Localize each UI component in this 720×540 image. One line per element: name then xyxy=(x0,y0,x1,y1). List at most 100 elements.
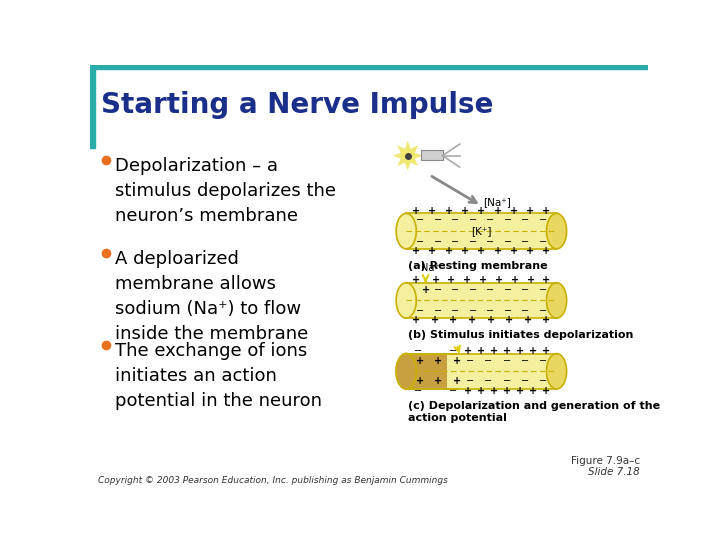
Text: (a) Resting membrane: (a) Resting membrane xyxy=(408,261,547,271)
Text: +: + xyxy=(495,275,503,286)
Bar xyxy=(406,283,557,318)
Text: −: − xyxy=(416,237,424,247)
Text: +: + xyxy=(477,246,485,256)
Text: +: + xyxy=(431,275,440,286)
Text: [K⁺]: [K⁺] xyxy=(471,226,492,236)
Text: +: + xyxy=(452,356,461,366)
Text: +: + xyxy=(510,246,518,256)
Text: −: − xyxy=(449,386,456,396)
Text: +: + xyxy=(416,356,424,366)
Text: +: + xyxy=(445,246,453,256)
Text: −: − xyxy=(503,376,510,386)
Text: +: + xyxy=(445,206,453,216)
Text: −: − xyxy=(521,285,529,295)
Text: Figure 7.9a–c: Figure 7.9a–c xyxy=(571,456,640,466)
Text: +: + xyxy=(516,386,524,396)
Text: +: + xyxy=(505,315,513,326)
Bar xyxy=(421,150,443,160)
Text: +: + xyxy=(468,315,476,326)
Text: [Na⁺]: [Na⁺] xyxy=(483,197,510,207)
Text: +: + xyxy=(542,275,551,286)
Text: −: − xyxy=(539,376,546,386)
Text: +: + xyxy=(428,206,436,216)
Ellipse shape xyxy=(546,213,567,249)
Text: +: + xyxy=(526,246,534,256)
Text: +: + xyxy=(449,315,457,326)
Text: +: + xyxy=(463,275,472,286)
Text: −: − xyxy=(485,356,492,366)
Bar xyxy=(406,354,446,389)
Text: −: − xyxy=(416,215,424,225)
Text: −: − xyxy=(539,356,546,366)
Ellipse shape xyxy=(546,283,567,318)
Text: +: + xyxy=(413,315,420,326)
Text: −: − xyxy=(539,215,546,225)
Text: +: + xyxy=(487,315,495,326)
Text: Starting a Nerve Impulse: Starting a Nerve Impulse xyxy=(101,91,493,119)
Text: +: + xyxy=(434,356,442,366)
Text: −: − xyxy=(539,306,546,316)
Text: −: − xyxy=(521,356,528,366)
Text: +: + xyxy=(416,376,424,386)
Text: −: − xyxy=(504,285,512,295)
Text: (b) Stimulus initiates depolarization: (b) Stimulus initiates depolarization xyxy=(408,330,633,340)
Text: +: + xyxy=(413,275,420,286)
Text: −: − xyxy=(521,376,528,386)
Text: −: − xyxy=(539,237,546,247)
Text: −: − xyxy=(503,356,510,366)
Text: −: − xyxy=(503,306,512,316)
Text: +: + xyxy=(421,286,430,295)
Text: +: + xyxy=(510,275,519,286)
Text: +: + xyxy=(428,246,436,256)
Text: +: + xyxy=(529,386,538,396)
Text: −: − xyxy=(414,346,422,356)
Text: −: − xyxy=(451,306,459,316)
Text: −: − xyxy=(451,237,459,247)
Text: −: − xyxy=(521,215,529,225)
Text: −: − xyxy=(416,306,424,316)
Text: +: + xyxy=(413,206,420,216)
Text: +: + xyxy=(526,206,534,216)
Text: +: + xyxy=(461,246,469,256)
Bar xyxy=(90,65,648,69)
Text: +: + xyxy=(542,346,551,356)
Ellipse shape xyxy=(396,283,416,318)
Text: −: − xyxy=(469,306,477,316)
Text: +: + xyxy=(477,206,485,216)
Text: +: + xyxy=(464,386,472,396)
Text: +: + xyxy=(461,206,469,216)
Bar xyxy=(90,69,94,148)
Text: +: + xyxy=(447,275,456,286)
Text: Na⁺: Na⁺ xyxy=(421,264,439,273)
Text: −: − xyxy=(486,215,494,225)
Text: −: − xyxy=(503,237,512,247)
Text: +: + xyxy=(524,315,532,326)
Text: +: + xyxy=(503,386,511,396)
Text: +: + xyxy=(413,246,420,256)
Text: +: + xyxy=(490,386,498,396)
Text: −: − xyxy=(521,306,529,316)
Text: +: + xyxy=(529,346,538,356)
Text: −: − xyxy=(414,386,422,396)
Bar xyxy=(406,213,557,249)
Text: −: − xyxy=(469,215,477,225)
Text: The exchange of ions
initiates an action
potential in the neuron: The exchange of ions initiates an action… xyxy=(114,342,322,410)
Text: −: − xyxy=(469,237,477,247)
Ellipse shape xyxy=(396,213,416,249)
Text: −: − xyxy=(451,215,459,225)
Text: −: − xyxy=(486,285,495,295)
Text: −: − xyxy=(539,285,546,295)
Text: −: − xyxy=(503,215,512,225)
Text: −: − xyxy=(433,237,441,247)
Text: +: + xyxy=(479,275,487,286)
Bar xyxy=(406,354,557,389)
Text: −: − xyxy=(433,215,441,225)
Text: +: + xyxy=(542,246,551,256)
Text: −: − xyxy=(434,285,442,295)
Text: A deploarized
membrane allows
sodium (Na⁺) to flow
inside the membrane: A deploarized membrane allows sodium (Na… xyxy=(114,249,308,342)
Text: +: + xyxy=(510,206,518,216)
Text: −: − xyxy=(449,346,456,356)
Text: +: + xyxy=(452,376,461,386)
Text: Depolarization – a
stimulus depolarizes the
neuron’s membrane: Depolarization – a stimulus depolarizes … xyxy=(114,157,336,225)
Text: −: − xyxy=(486,306,494,316)
